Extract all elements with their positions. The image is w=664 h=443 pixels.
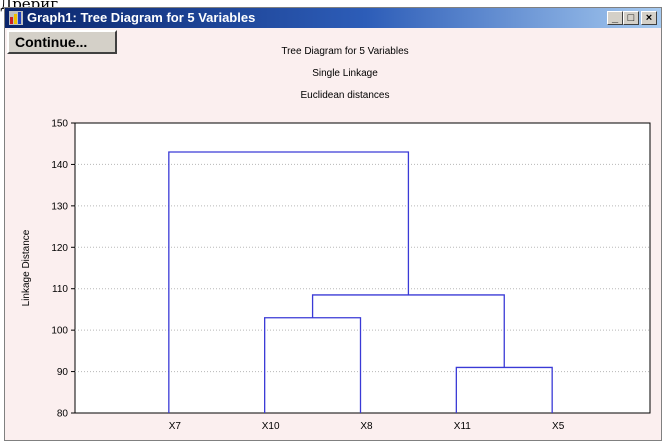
continue-button[interactable]: Continue... [7,30,117,54]
x-tick-label: X7 [169,421,182,432]
minimize-button[interactable]: _ [607,11,623,25]
graph-app-icon [9,11,23,25]
dendrogram-link [168,151,410,413]
dendrogram-link [311,294,505,368]
close-button[interactable]: × [641,11,657,25]
chart-subtitle-linkage: Single Linkage [312,68,378,79]
window-title: Graph1: Tree Diagram for 5 Variables [27,10,256,25]
x-tick-label: X5 [552,421,565,432]
chart-subtitle-distance: Euclidean distances [300,90,390,101]
dendrogram-chart: 80 90 100 110 120 130 140 150 Linkage Distance X7… [21,119,651,432]
page-caption: Дрериг [0,0,58,12]
y-tick-label: 90 [57,367,69,378]
y-tick-label: 150 [51,119,68,130]
plot-area [74,122,651,414]
x-tick-label: X11 [454,421,471,432]
y-tick-label: 130 [51,201,68,212]
y-tick-label: 120 [51,243,68,254]
chart-title: Tree Diagram for 5 Variables [281,46,409,57]
y-tick-label: 140 [51,160,68,171]
x-tick-label: X10 [262,421,280,432]
graph-window: Graph1: Tree Diagram for 5 Variables _ □… [4,7,662,441]
minimize-icon: _ [611,11,619,24]
y-tick-label: 110 [52,284,68,295]
y-tick-label: 80 [57,409,69,420]
y-tick-label: 100 [51,326,68,337]
y-axis-label: Linkage Distance [21,229,32,306]
maximize-button[interactable]: □ [623,11,639,25]
close-icon: × [645,11,653,24]
x-tick-label: X8 [360,421,373,432]
title-bar[interactable]: Graph1: Tree Diagram for 5 Variables _ □… [5,8,661,28]
maximize-icon: □ [627,11,635,24]
dendrogram-link [455,366,553,413]
